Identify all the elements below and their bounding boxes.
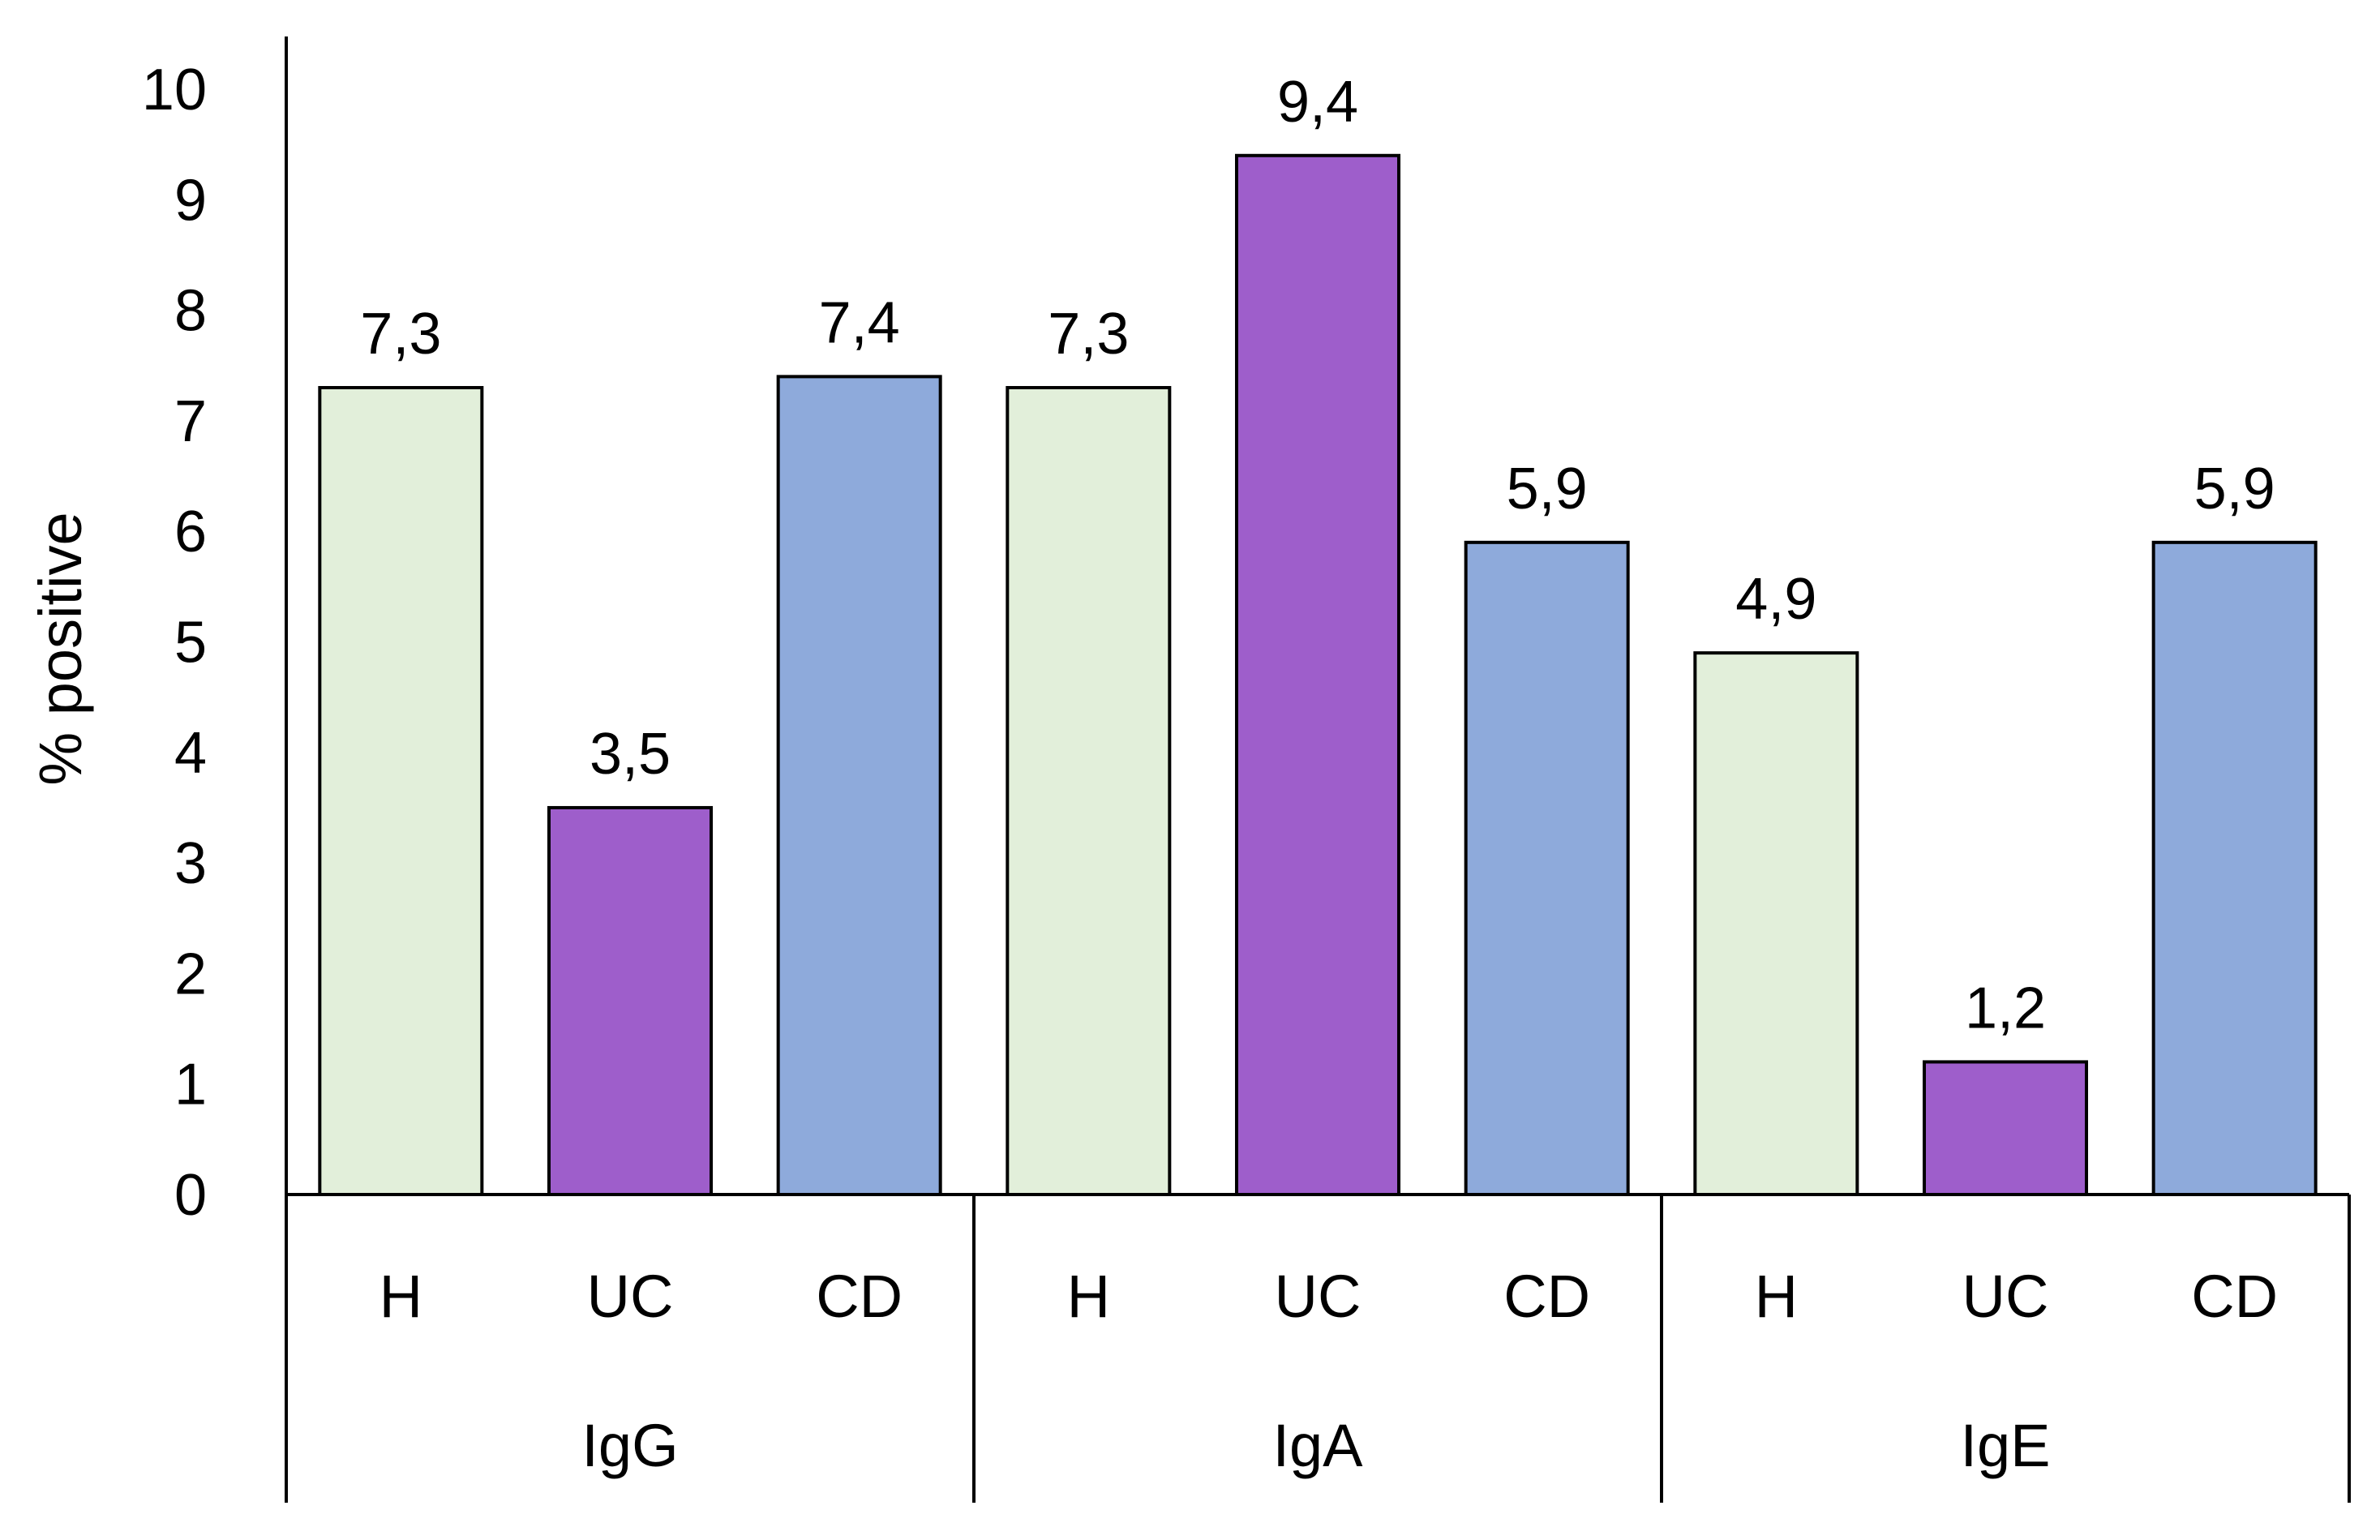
bar-igg-uc bbox=[547, 805, 713, 1196]
y-tick-label: 6 bbox=[174, 500, 207, 564]
x-category-label: H bbox=[380, 1263, 422, 1330]
y-tick-label: 10 bbox=[142, 58, 207, 122]
x-category-label: CD bbox=[2191, 1263, 2278, 1330]
bar-igg-h bbox=[318, 386, 484, 1196]
bar-ige-cd bbox=[2151, 540, 2318, 1196]
y-tick-label: 5 bbox=[174, 611, 207, 676]
x-group-label: IgG bbox=[581, 1412, 678, 1479]
bar-iga-uc bbox=[1235, 153, 1400, 1196]
bars bbox=[318, 153, 2318, 1196]
bar-iga-h bbox=[1006, 386, 1172, 1196]
data-label: 5,9 bbox=[2194, 457, 2275, 521]
data-label: 7,3 bbox=[1048, 302, 1129, 367]
bar-igg-cd bbox=[776, 375, 942, 1196]
data-label: 3,5 bbox=[590, 722, 671, 787]
y-tick-label: 3 bbox=[174, 831, 207, 896]
y-axis-title: % positive bbox=[27, 512, 94, 785]
x-group-label: IgA bbox=[1272, 1412, 1363, 1479]
y-tick-label: 7 bbox=[174, 389, 207, 454]
data-label: 1,2 bbox=[1965, 976, 2046, 1040]
y-tick-label: 4 bbox=[174, 721, 207, 786]
y-tick-label: 2 bbox=[174, 942, 207, 1006]
data-label: 4,9 bbox=[1735, 567, 1816, 632]
x-category-label: CD bbox=[1503, 1263, 1590, 1330]
x-category-label: UC bbox=[1962, 1263, 2049, 1330]
x-category-label: UC bbox=[587, 1263, 674, 1330]
bar-iga-cd bbox=[1464, 540, 1630, 1196]
x-category-label: CD bbox=[816, 1263, 903, 1330]
data-label: 5,9 bbox=[1507, 457, 1588, 521]
y-tick-label: 0 bbox=[174, 1163, 207, 1228]
x-axis: H UC CD IgG H UC CD IgA H UC CD IgE bbox=[285, 1193, 2351, 1503]
x-group-label: IgE bbox=[1960, 1412, 2050, 1479]
data-labels: 7,3 3,5 7,4 7,3 9,4 5,9 4,9 1,2 5,9 bbox=[360, 70, 2275, 1041]
data-label: 9,4 bbox=[1277, 70, 1358, 135]
x-category-label: H bbox=[1067, 1263, 1110, 1330]
y-tick-label: 8 bbox=[174, 279, 207, 344]
bar-ige-uc bbox=[1923, 1060, 2088, 1196]
x-category-label: H bbox=[1755, 1263, 1798, 1330]
y-tick-label: 9 bbox=[174, 168, 207, 233]
data-label: 7,3 bbox=[360, 302, 441, 367]
y-axis: 0 1 2 3 4 5 6 7 8 9 10 bbox=[142, 36, 288, 1228]
y-tick-label: 1 bbox=[174, 1053, 207, 1117]
data-label: 7,4 bbox=[819, 290, 900, 355]
bar-ige-h bbox=[1693, 651, 1859, 1196]
x-category-label: UC bbox=[1275, 1263, 1362, 1330]
